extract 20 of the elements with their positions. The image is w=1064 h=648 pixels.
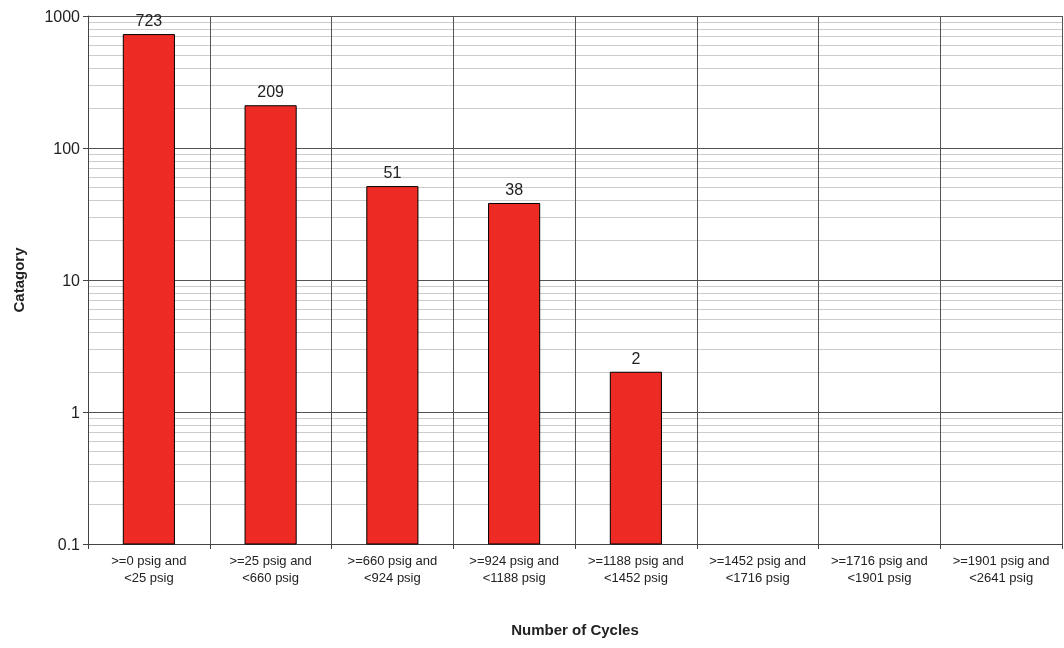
x-tick-label: >=1452 psig and <1716 psig — [709, 553, 807, 585]
data-label: 723 — [135, 12, 163, 30]
data-label: 38 — [505, 180, 524, 198]
y-tick-label: 0.1 — [57, 535, 81, 553]
y-tick-label: 100 — [53, 139, 81, 157]
x-axis-title: Number of Cycles — [511, 621, 639, 638]
x-tick-label: >=660 psig and <924 psig — [347, 553, 438, 585]
x-tick-label: >=924 psig and <1188 psig — [469, 553, 559, 585]
y-axis-title: Catagory — [10, 246, 27, 313]
x-tick-label: >=0 psig and <25 psig — [111, 553, 187, 585]
data-label: 51 — [383, 164, 402, 182]
y-tick-label: 1000 — [44, 7, 81, 25]
y-tick-label: 10 — [62, 271, 81, 289]
data-label: 209 — [257, 83, 285, 101]
x-tick-label: >=25 psig and <660 psig — [229, 553, 312, 585]
x-tick-label: >=1188 psig and <1452 psig — [587, 553, 684, 585]
x-tick-label: >=1716 psig and <1901 psig — [830, 553, 928, 585]
x-tick-label: >=1901 psig and <2641 psig — [952, 553, 1050, 585]
data-label: 2 — [631, 349, 641, 367]
y-tick-label: 1 — [71, 403, 81, 421]
